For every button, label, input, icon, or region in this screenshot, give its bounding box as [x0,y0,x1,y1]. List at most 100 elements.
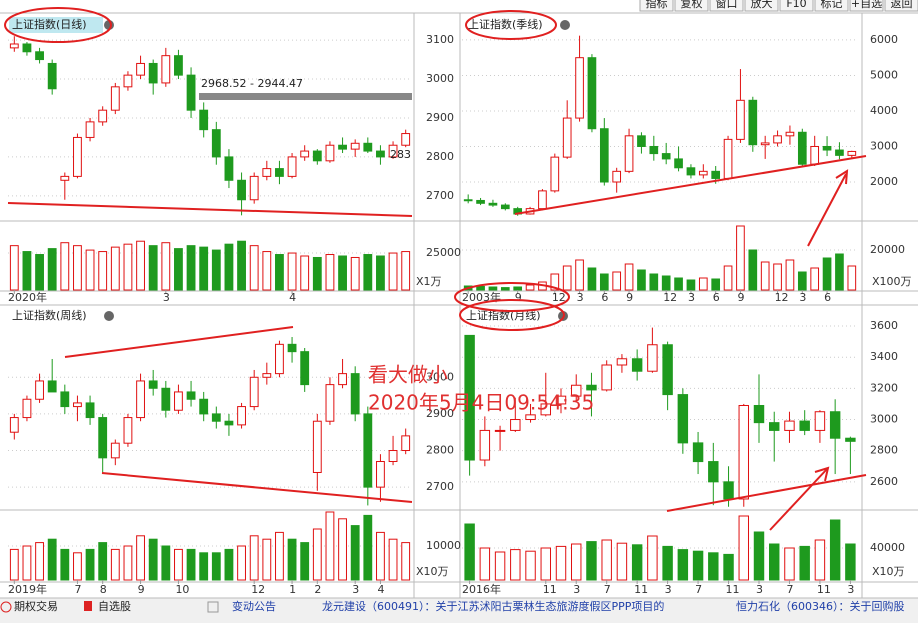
y-tick-label: 3000 [870,139,898,152]
volume-bar [148,245,158,291]
volume-bar [822,257,832,291]
candle-body [22,43,32,53]
volume-tick-label: 25000 [426,246,461,259]
x-tick-label: 10 [175,583,189,596]
volume-bar [350,256,360,291]
y-tick-label: 2900 [426,111,454,124]
volume-bar [649,273,659,291]
ticker-item[interactable]: 自选股 [98,600,131,613]
volume-bar [773,263,782,291]
toolbar-label[interactable]: 标记 [821,0,843,10]
candle-body [174,391,183,411]
volume-bar [464,523,475,581]
volume-bar [338,518,347,581]
volume-bar [401,251,411,291]
volume-bar [287,252,297,291]
volume-bar [73,245,82,291]
panel-title: 上证指数(周线) [12,308,87,322]
x-tick-label: 12 [663,291,677,304]
toolbar-button[interactable] [779,0,814,12]
candle-body [723,481,734,500]
volume-bar [110,548,120,581]
volume-bar [237,240,246,291]
candle-body [538,190,547,210]
volume-bar [488,286,498,291]
volume-bar [325,254,335,291]
toolbar-label[interactable]: 复权 [681,0,703,10]
candle-body [249,175,259,201]
x-tick-label: 7 [786,583,793,596]
candle-body [773,135,782,144]
candle-body [35,380,44,400]
x-tick-label: 11 [726,583,740,596]
ticker-item[interactable]: 龙元建设（600491）：关于江苏沭阳古栗林生态旅游度假区PPP项目的 [322,599,664,613]
volume-bar [376,531,385,581]
toolbar-button[interactable] [744,0,779,12]
candle-body [161,387,171,411]
y-tick-label: 2900 [426,407,454,420]
candle-body [540,403,551,416]
x-tick-label: 6 [713,291,720,304]
y-tick-label: 3600 [870,319,898,332]
y-tick-label: 2700 [426,189,454,202]
toolbar-button[interactable] [709,0,744,12]
candle-body [555,395,567,405]
x-tick-label: 6 [601,291,608,304]
candle-body [388,450,398,462]
candle-body [85,121,95,138]
toolbar-label[interactable]: +自选 [851,0,882,10]
volume-bar [199,552,209,581]
title-menu-icon [560,20,570,30]
toolbar-label[interactable]: F10 [786,0,806,10]
volume-bar [540,547,551,581]
volume-bar [797,271,807,291]
ticker-item[interactable]: 恒力石化（600346）：关于回购股 [736,599,905,613]
x-tick-label: 9 [626,291,633,304]
y-tick-label: 2800 [426,150,454,163]
candle-body [312,150,322,162]
candle-body [275,343,284,375]
candle-body [85,402,95,419]
volume-bar [748,249,758,291]
x-tick-label: 3 [847,583,854,596]
toolbar-button[interactable] [884,0,918,12]
ticker-item[interactable]: 期权交易 [14,599,58,613]
volume-bar [35,254,44,291]
x-tick-label: 3 [799,291,806,304]
candle-body [822,145,832,151]
toolbar-label[interactable]: 指标 [646,0,668,10]
candle-body [376,461,385,488]
range-bar [199,93,412,100]
volume-bar [500,287,510,291]
toolbar-label[interactable]: 放大 [751,0,773,10]
x-tick-label: 3 [688,291,695,304]
toolbar-button[interactable] [814,0,849,12]
toolbar-button[interactable] [674,0,709,12]
toolbar: 指标 复权 窗口 放大 F10 标记 +自选 返回 [639,0,918,12]
volume-unit: X10万 [872,565,905,578]
y-tick-label: 6000 [870,33,898,46]
x-tick-label: 11 [634,583,648,596]
candle-body [300,351,310,386]
candle-body [753,404,765,424]
x-tick-label: 2020年 [8,290,47,304]
toolbar-button[interactable] [639,0,674,12]
panel-title: 上证指数(季线) [468,17,543,31]
toolbar-label[interactable]: 窗口 [716,0,738,10]
volume-bar [275,254,284,291]
volume-bar [698,277,708,291]
volume-bar [760,261,770,291]
x-tick-label: 3 [577,291,584,304]
volume-bar [249,245,259,291]
candle-body [463,199,473,202]
volume-bar [249,535,259,581]
ticker-item[interactable]: 变动公告 [232,599,276,613]
toolbar-label[interactable]: 返回 [891,0,913,10]
y-tick-label: 3000 [426,72,454,85]
candle-body [350,142,360,150]
drawn-annotations [4,7,867,531]
volume-bar [562,265,572,291]
toolbar-button[interactable] [849,0,884,12]
x-tick-label: 3 [756,583,763,596]
